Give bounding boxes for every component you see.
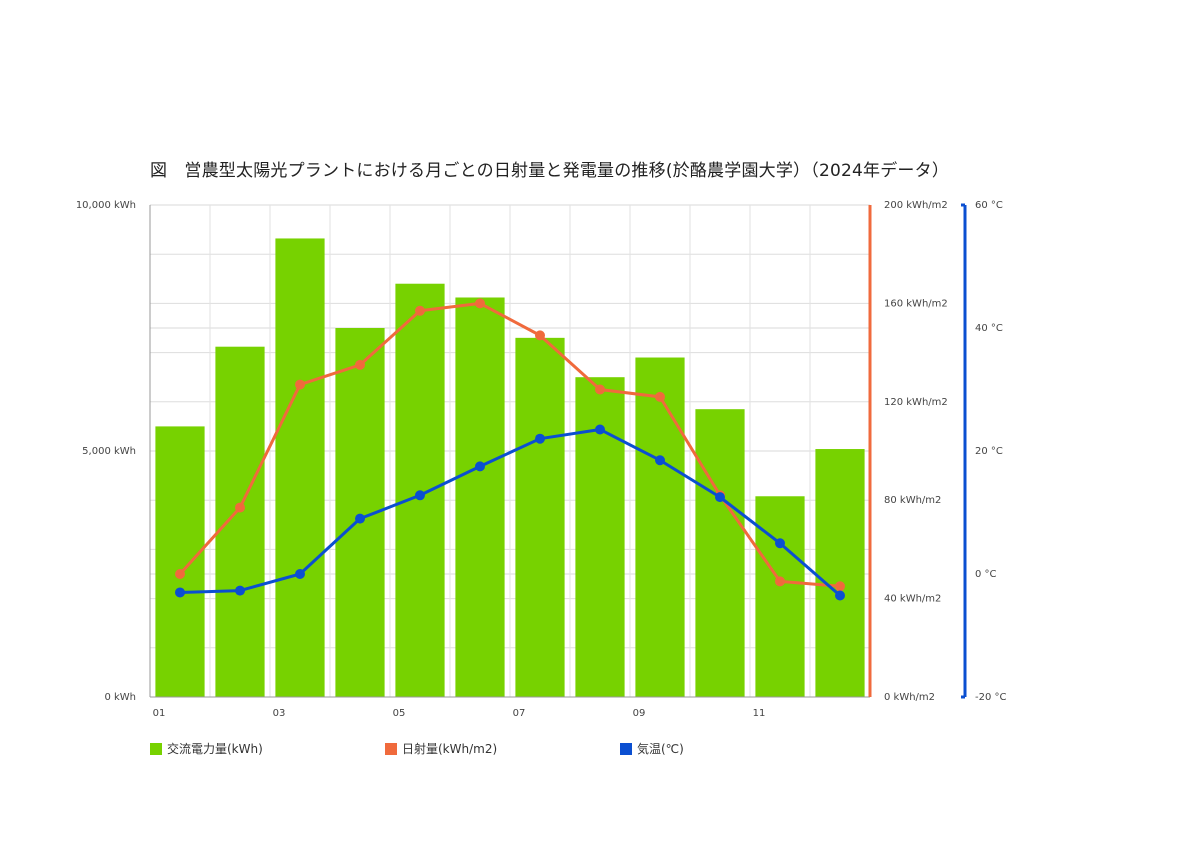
x-tick-label: 03 [273,708,286,719]
left-tick-label: 5,000 kWh [82,446,136,457]
irradiance-point-04 [355,359,365,370]
irradiance-tick-label: 40 kWh/m2 [884,594,941,605]
temperature-point-09 [655,455,665,466]
temperature-point-11 [775,538,785,549]
axes [149,203,967,699]
temperature-point-01 [175,587,185,598]
chart-title: 図 営農型太陽光プラントにおける月ごとの日射量と発電量の推移(於酪農学園大学）（… [150,161,950,181]
irradiance-point-02 [235,502,245,513]
irradiance-point-07 [535,330,545,341]
temperature-point-05 [415,490,425,501]
legend-label-power: 交流電力量(kWh) [167,742,263,756]
temperature-point-08 [595,424,605,435]
left-tick-label: 10,000 kWh [76,200,136,211]
temperature-tick-label: 0 °C [975,569,997,580]
irradiance-point-09 [655,391,665,402]
temperature-swatch [620,742,632,755]
irradiance-point-03 [295,379,305,390]
bar-power-12 [815,449,865,697]
x-tick-label: 07 [513,708,526,719]
irradiance-tick-label: 120 kWh/m2 [884,397,948,408]
temperature-tick-label: 60 °C [975,200,1003,211]
irradiance-point-05 [415,305,425,316]
irradiance-point-06 [475,298,485,309]
irradiance-point-01 [175,569,185,579]
line-series-temperature [175,424,845,601]
temperature-point-03 [295,569,305,579]
bar-power-06 [455,297,505,697]
bar-series-power [155,238,865,697]
irradiance-swatch [385,742,397,755]
irradiance-point-11 [775,576,785,587]
irradiance-tick-label: 80 kWh/m2 [884,495,941,506]
left-tick-label: 0 kWh [104,692,136,703]
bar-power-10 [695,409,745,697]
x-tick-label: 11 [753,708,766,719]
x-tick-label: 05 [393,708,406,719]
temperature-tick-label: 40 °C [975,323,1003,334]
irradiance-tick-label: 160 kWh/m2 [884,298,948,309]
bar-power-07 [515,337,565,697]
irradiance-point-08 [595,384,605,395]
tick-labels: 0 kWh 5,000 kWh 10,000 kWh 0 kWh/m2 40 kWh/m… [76,200,1007,719]
bar-power-09 [635,357,685,697]
legend-item-irradiance[interactable]: 日射量(kWh/m2) [385,740,497,757]
temperature-point-06 [475,461,485,472]
irradiance-tick-label: 200 kWh/m2 [884,200,948,211]
legend-label-temperature: 気温(℃) [637,742,684,756]
bar-power-03 [275,238,325,697]
temperature-point-10 [715,492,725,503]
temperature-point-07 [535,433,545,444]
legend-label-irradiance: 日射量(kWh/m2) [402,742,498,756]
temperature-point-02 [235,585,245,596]
x-tick-label: 01 [153,708,166,719]
bar-power-01 [155,426,205,697]
irradiance-line [178,301,841,588]
temperature-tick-label: -20 °C [975,692,1007,703]
temperature-point-12 [835,590,845,601]
temperature-tick-label: 20 °C [975,446,1003,457]
temperature-point-04 [355,513,365,524]
bar-power-11 [755,496,805,697]
irradiance-point-12 [835,581,845,592]
legend-item-power[interactable]: 交流電力量(kWh) [150,740,263,757]
power-swatch [150,742,162,755]
x-tick-label: 09 [633,708,646,719]
legend-item-temperature[interactable]: 気温(℃) [620,740,684,757]
irradiance-tick-label: 0 kWh/m2 [884,692,935,703]
bar-power-02 [215,346,265,697]
temperature-line [179,427,841,597]
